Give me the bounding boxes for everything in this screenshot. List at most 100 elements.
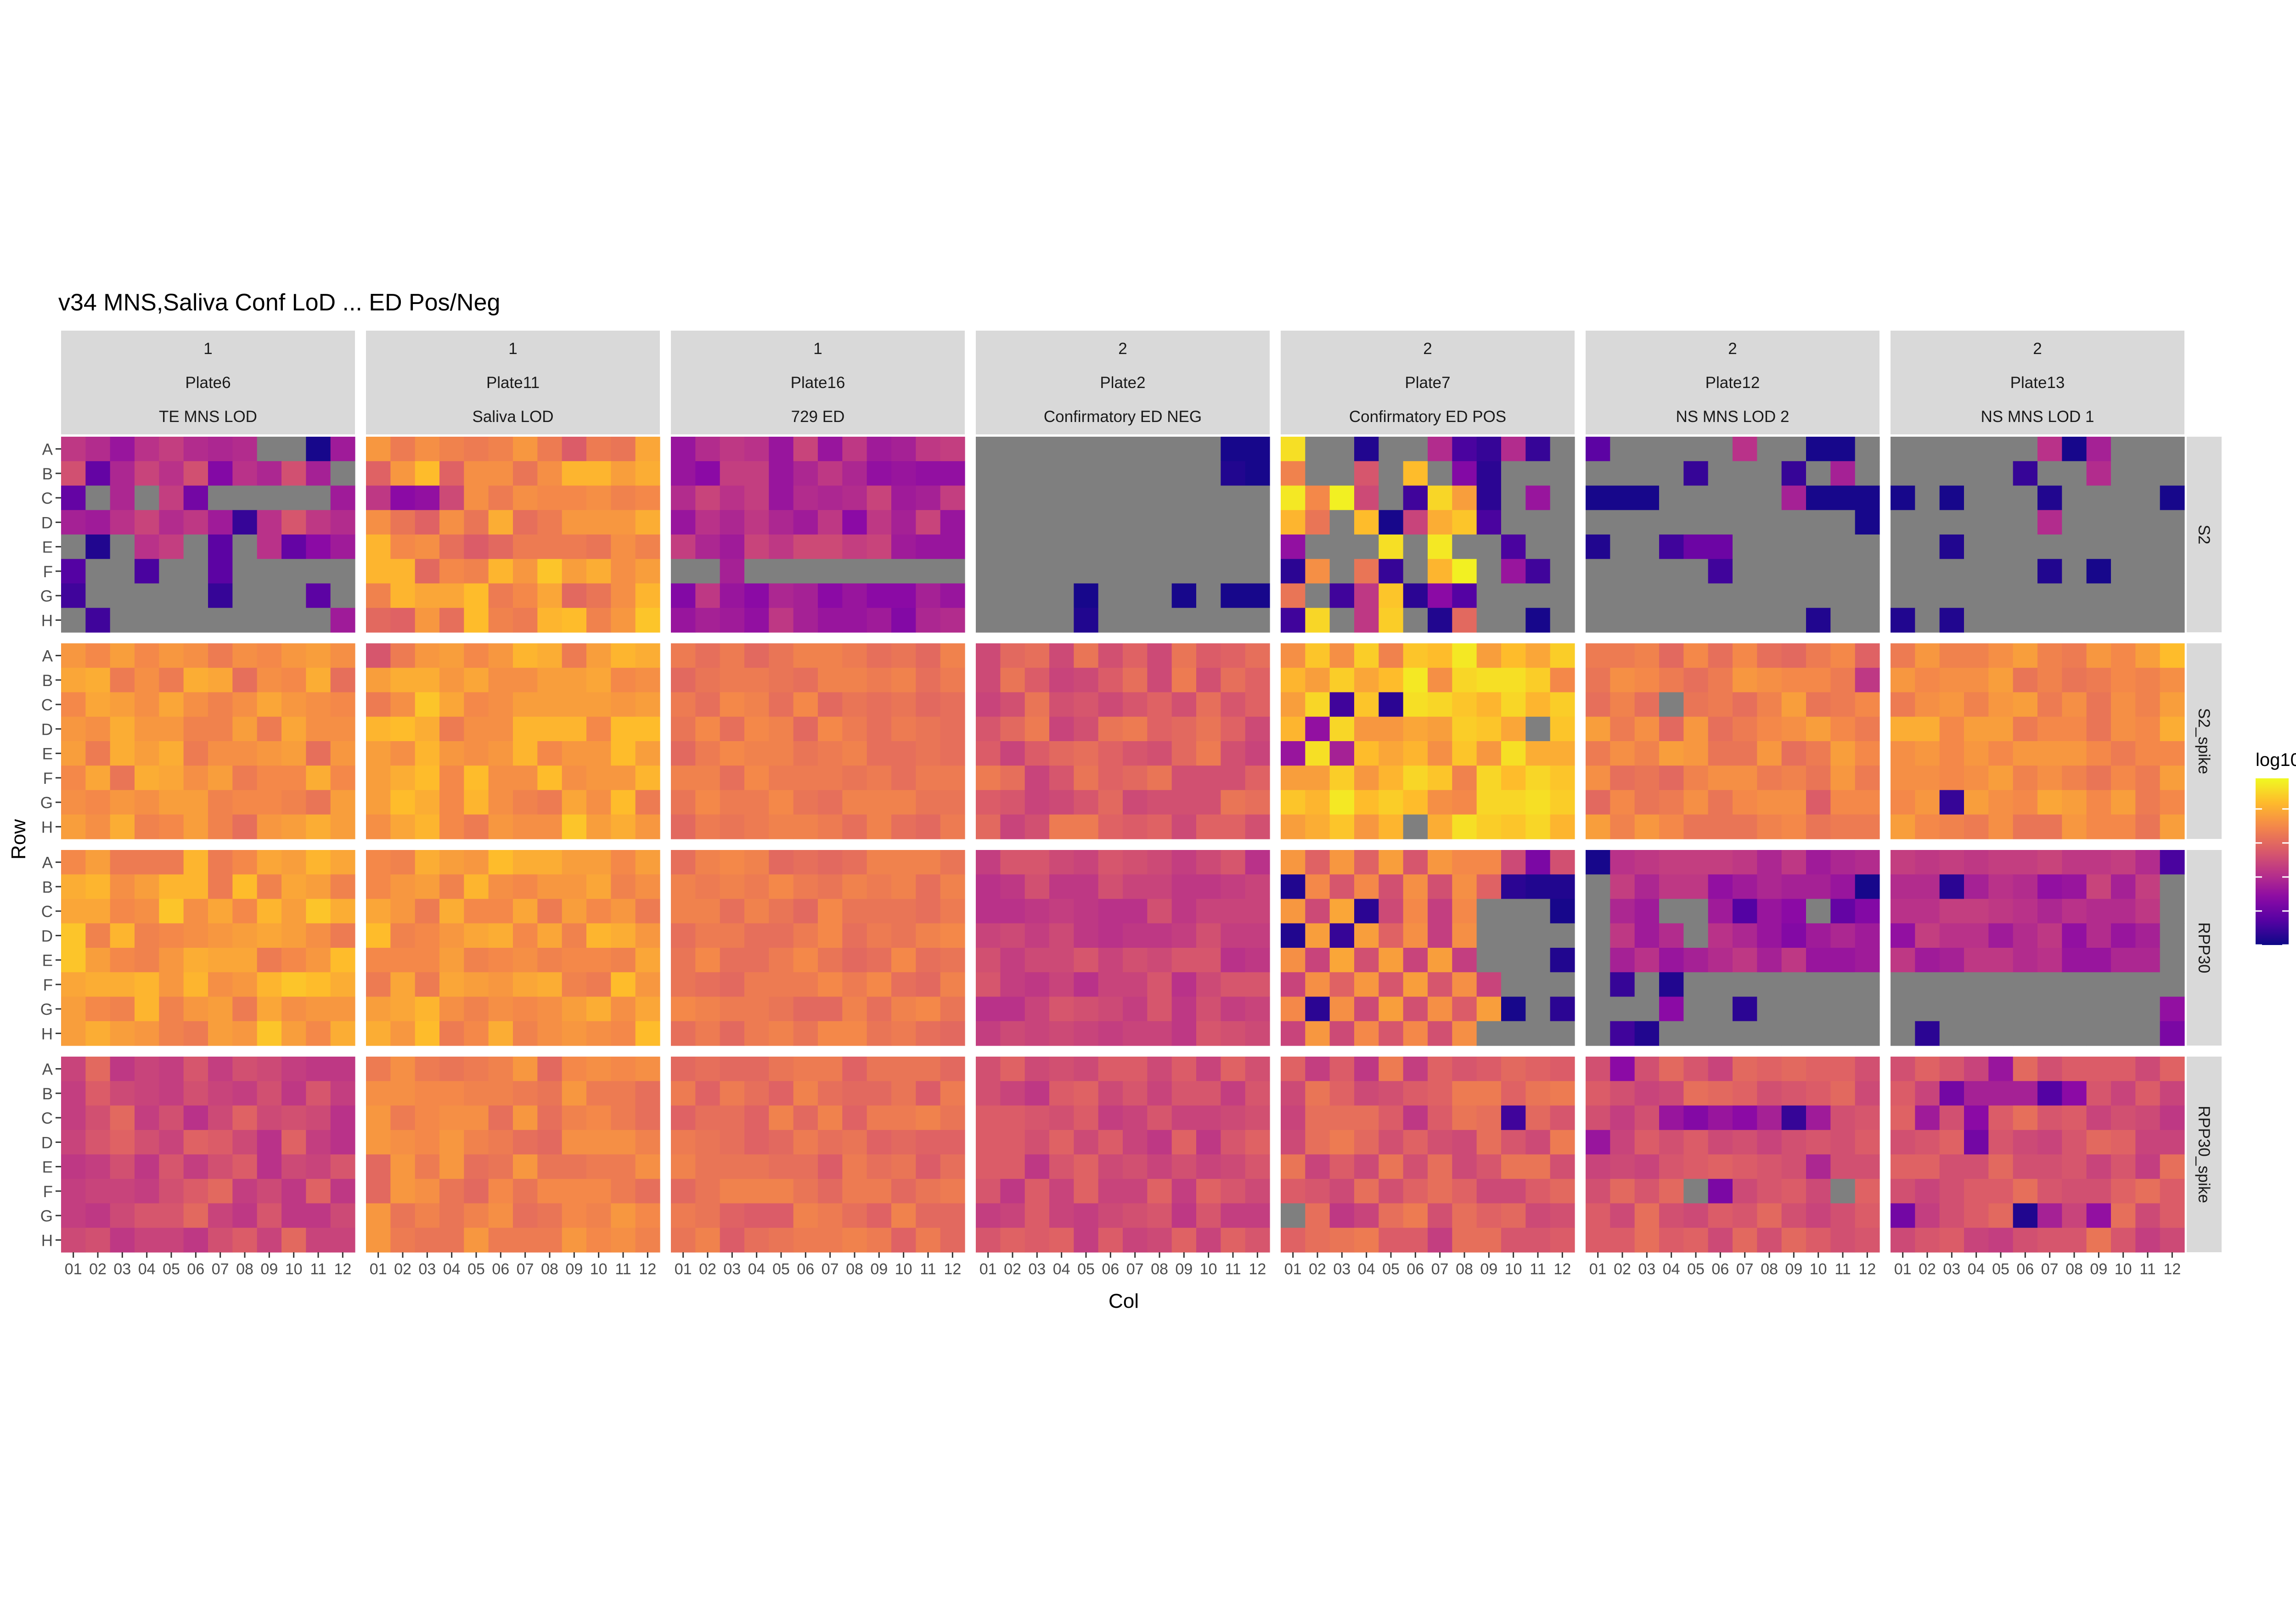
heatmap-cell [842, 874, 867, 900]
heatmap-cell [1024, 1081, 1050, 1106]
heatmap-cell [2135, 765, 2161, 791]
heatmap-cell [1098, 535, 1123, 559]
heatmap-cell [1305, 1057, 1330, 1081]
heatmap-cell [1049, 972, 1074, 997]
heatmap-cell [330, 1081, 355, 1106]
heatmap-cell [1221, 1105, 1246, 1131]
heatmap-cell [1123, 716, 1148, 742]
heatmap-cell [281, 583, 306, 608]
heatmap-cell [61, 461, 86, 486]
heatmap-cell [940, 1021, 965, 1046]
heatmap-cell [415, 899, 440, 924]
heatmap-cell [1830, 972, 1856, 997]
facet-strip-top [61, 331, 355, 434]
heatmap-cell [793, 535, 818, 559]
heatmap-cell [183, 1105, 208, 1131]
heatmap-cell [1452, 510, 1477, 535]
x-tick-label: 08 [1456, 1260, 1473, 1278]
heatmap-cell [2135, 535, 2161, 559]
heatmap-cell [1000, 1154, 1025, 1179]
heatmap-cell [1939, 1154, 1964, 1179]
heatmap-cell [1221, 765, 1246, 791]
heatmap-cell [1757, 741, 1782, 766]
heatmap-cell [1428, 741, 1452, 766]
heatmap-cell [1501, 1179, 1526, 1204]
heatmap-cell [183, 874, 208, 900]
heatmap-cell [1354, 1203, 1379, 1228]
heatmap-cell [1708, 692, 1733, 717]
heatmap-cell [159, 1154, 184, 1179]
heatmap-cell [61, 790, 86, 815]
heatmap-cell [1171, 643, 1197, 668]
heatmap-cell [135, 923, 159, 948]
heatmap-cell [464, 1227, 489, 1253]
heatmap-cell [818, 948, 843, 973]
heatmap-cell [488, 741, 513, 766]
heatmap-cell [769, 1227, 794, 1253]
heatmap-cell [537, 850, 563, 875]
heatmap-cell [891, 559, 916, 584]
heatmap-cell [720, 850, 745, 875]
heatmap-cell [1245, 461, 1270, 486]
heatmap-cell [2086, 1057, 2111, 1081]
heatmap-cell [135, 643, 159, 668]
heatmap-cell [306, 1081, 331, 1106]
heatmap-cell [2086, 583, 2111, 608]
heatmap-cell [1683, 535, 1709, 559]
heatmap-cell [1024, 643, 1050, 668]
heatmap-cell [1098, 790, 1123, 815]
heatmap-cell [415, 972, 440, 997]
heatmap-cell [135, 972, 159, 997]
heatmap-cell [1452, 790, 1477, 815]
facet-strip-top [366, 331, 660, 434]
heatmap-cell [671, 972, 696, 997]
heatmap-cell [2135, 790, 2161, 815]
heatmap-cell [1049, 996, 1074, 1022]
heatmap-cell [586, 437, 611, 461]
heatmap-cell [1855, 716, 1880, 742]
heatmap-cell [208, 510, 233, 535]
heatmap-cell [1988, 1130, 2014, 1155]
heatmap-cell [306, 923, 331, 948]
heatmap-cell [159, 461, 184, 486]
heatmap-cell [611, 899, 636, 924]
heatmap-cell [818, 692, 843, 717]
heatmap-cell [390, 437, 416, 461]
heatmap-panel [671, 850, 965, 1046]
heatmap-cell [720, 583, 745, 608]
heatmap-cell [183, 1179, 208, 1204]
heatmap-cell [635, 485, 660, 511]
heatmap-cell [940, 535, 965, 559]
heatmap-cell [110, 1130, 135, 1155]
heatmap-cell [513, 1081, 538, 1106]
heatmap-cell [1123, 1081, 1148, 1106]
heatmap-cell [769, 608, 794, 633]
heatmap-cell [2111, 608, 2136, 633]
heatmap-cell [695, 996, 720, 1022]
heatmap-cell [1098, 1179, 1123, 1204]
heatmap-cell [562, 716, 587, 742]
heatmap-cell [330, 1057, 355, 1081]
heatmap-cell [415, 437, 440, 461]
heatmap-cell [1123, 559, 1148, 584]
heatmap-panel [671, 643, 965, 839]
heatmap-cell [1915, 1081, 1940, 1106]
heatmap-cell [1123, 790, 1148, 815]
heatmap-cell [537, 535, 563, 559]
heatmap-cell [867, 1130, 892, 1155]
heatmap-cell [159, 948, 184, 973]
heatmap-cell [464, 741, 489, 766]
heatmap-cell [488, 608, 513, 633]
x-tick-label: 01 [1284, 1260, 1302, 1278]
heatmap-cell [110, 948, 135, 973]
heatmap-cell [1939, 1179, 1964, 1204]
heatmap-cell [1221, 996, 1246, 1022]
heatmap-cell [1476, 668, 1502, 693]
heatmap-cell [586, 716, 611, 742]
heatmap-cell [2013, 972, 2038, 997]
heatmap-cell [793, 1081, 818, 1106]
heatmap-cell [842, 437, 867, 461]
heatmap-cell [1964, 1130, 1989, 1155]
heatmap-cell [611, 692, 636, 717]
heatmap-cell [1074, 850, 1099, 875]
